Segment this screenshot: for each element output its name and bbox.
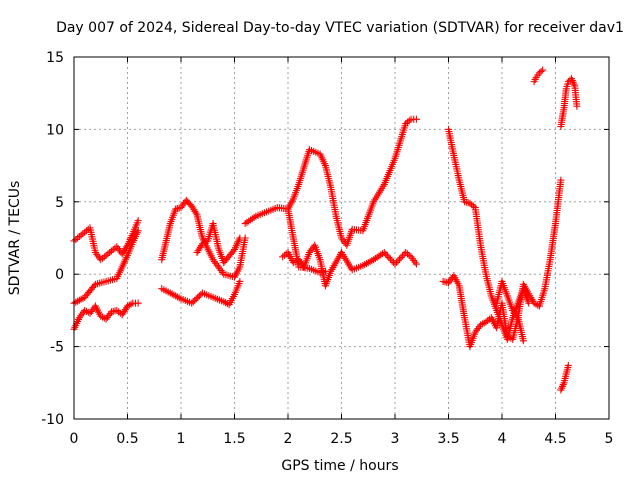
series-track-B <box>70 299 142 333</box>
data-point <box>189 298 197 306</box>
data-point <box>469 202 477 210</box>
x-tick-label: 4.5 <box>544 431 566 447</box>
series-track-M <box>530 66 547 86</box>
data-point <box>466 199 474 207</box>
x-tick-label: 3.5 <box>437 431 459 447</box>
series-track-D <box>158 196 249 281</box>
data-point <box>134 227 142 235</box>
y-tick-label: -10 <box>41 412 64 428</box>
series-track-N <box>557 75 581 131</box>
data-point <box>364 259 372 267</box>
data-point <box>321 267 329 275</box>
x-tick-label: 4 <box>498 431 507 447</box>
data-point <box>100 314 108 322</box>
data-point <box>106 248 114 256</box>
y-axis-label: SDTVAR / TECUs <box>7 181 23 296</box>
data-point <box>188 299 196 307</box>
series-track-K <box>439 272 527 351</box>
data-point <box>362 260 370 268</box>
data-point <box>386 255 394 263</box>
data-point <box>412 260 420 268</box>
data-point <box>74 234 82 242</box>
data-point <box>539 66 547 74</box>
series-track-E <box>158 277 244 309</box>
data-point <box>519 337 527 345</box>
data-point <box>170 291 178 299</box>
data-point <box>279 253 287 261</box>
data-point <box>100 253 108 261</box>
y-tick-label: 15 <box>46 50 64 66</box>
series-track-I <box>284 205 329 277</box>
x-tick-label: 3 <box>391 431 400 447</box>
data-points <box>70 66 581 394</box>
x-axis-label: GPS time / hours <box>281 458 398 474</box>
data-point <box>405 251 413 259</box>
y-axis-ticks: -10 -5 0 5 10 15 <box>41 50 609 428</box>
x-tick-label: 0.5 <box>116 431 138 447</box>
data-point <box>84 308 92 316</box>
data-point <box>191 296 199 304</box>
data-point <box>134 217 142 225</box>
data-point <box>393 258 401 266</box>
data-point <box>396 255 404 263</box>
series-track-L <box>493 176 565 322</box>
data-point <box>564 361 572 369</box>
series-track-F <box>193 220 244 267</box>
data-point <box>535 69 543 77</box>
x-tick-label: 1.5 <box>223 431 245 447</box>
data-point <box>192 295 200 303</box>
data-point <box>229 247 237 255</box>
data-point <box>385 253 393 261</box>
data-point <box>380 248 388 256</box>
data-point <box>236 234 244 242</box>
data-point <box>394 257 402 265</box>
data-point <box>236 277 244 285</box>
chart-title: Day 007 of 2024, Sidereal Day-to-day VTE… <box>56 20 624 36</box>
data-point <box>405 117 413 125</box>
data-point <box>388 257 396 265</box>
data-point <box>557 176 565 184</box>
data-point <box>175 294 183 302</box>
data-point <box>195 292 203 300</box>
series-track-C <box>70 227 142 307</box>
data-point <box>79 230 87 238</box>
data-point <box>382 250 390 258</box>
data-point <box>480 319 488 327</box>
x-tick-label: 1 <box>177 431 186 447</box>
data-point <box>373 253 381 261</box>
x-tick-label: 5 <box>605 431 614 447</box>
data-point <box>391 260 399 268</box>
data-point <box>359 262 367 270</box>
y-tick-label: -5 <box>50 340 64 356</box>
data-point <box>74 297 82 305</box>
y-tick-label: 5 <box>55 195 64 211</box>
data-point <box>368 257 376 265</box>
data-point <box>399 252 407 260</box>
data-point <box>192 209 200 217</box>
series-track-G <box>241 115 420 249</box>
x-tick-label: 0 <box>70 431 79 447</box>
y-tick-label: 0 <box>55 267 64 283</box>
data-point <box>537 67 545 75</box>
data-point <box>564 78 572 86</box>
data-point <box>383 252 391 260</box>
series-track-O <box>557 361 572 394</box>
x-axis-ticks: 0 0.5 1 1.5 2 2.5 3 3.5 4 4.5 5 <box>70 57 614 447</box>
plot-frame <box>73 56 610 420</box>
data-point <box>134 299 142 307</box>
data-point <box>250 213 258 221</box>
data-point <box>194 293 202 301</box>
data-point <box>127 300 135 308</box>
data-point <box>245 217 253 225</box>
data-point <box>412 115 420 123</box>
data-point <box>397 253 405 261</box>
series-track-H <box>279 241 420 290</box>
data-point <box>573 102 581 110</box>
y-tick-label: 10 <box>46 122 64 138</box>
x-tick-label: 2.5 <box>330 431 352 447</box>
x-tick-label: 2 <box>284 431 293 447</box>
